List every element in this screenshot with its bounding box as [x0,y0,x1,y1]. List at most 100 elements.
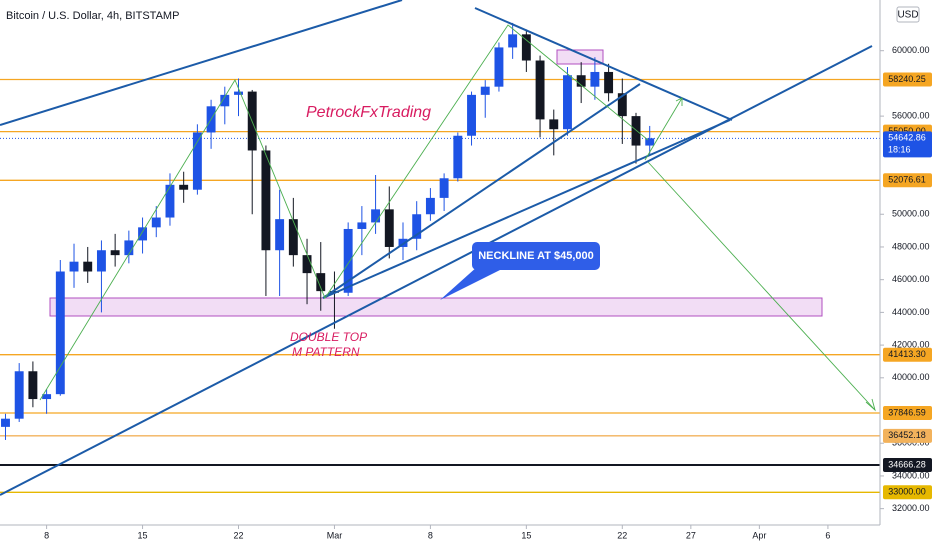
price-tag [883,485,932,500]
price-tag [883,72,932,87]
watermark: PetrockFxTrading [306,104,431,121]
x-tick-label: Apr [752,530,766,540]
x-tick-label: 15 [521,530,531,540]
candle-body [343,228,353,293]
candle-body [55,271,65,395]
axis-labels: 60000.00 56000.00 50000.00 48000.00 46000.00… [44,45,929,540]
price-tag-label: 37846.59 [888,407,926,417]
y-tick-label: 40000.00 [892,372,930,382]
candle-body [425,197,435,215]
candle-body [288,219,298,256]
top-zone [556,49,604,65]
y-tick-label: 48000.00 [892,241,930,251]
candle-body [165,184,175,218]
candle-body [494,47,504,87]
price-tag [883,406,932,421]
price-tag-label: 33000.00 [888,487,926,497]
pattern-lines [39,24,876,412]
callout [472,242,600,270]
y-tick-label: 44000.00 [892,307,930,317]
price-tag-label: 36452.18 [888,430,926,440]
candle-body [521,34,531,61]
price-tag [883,131,932,158]
arrow-head [675,97,683,106]
y-tick-label: 34000.00 [892,470,930,480]
candle-body [1,418,10,427]
candle-body [590,71,600,87]
price-tag [883,347,932,362]
price-tag-label: 58240.25 [888,74,926,84]
candle-body [576,75,586,87]
price-tag-label: 54642.86 [888,133,926,143]
price-tag-label: 34666.28 [888,459,926,469]
candle-body [316,273,326,292]
candle-body [96,250,106,272]
candle-body [508,34,518,48]
callout-pointer [440,266,500,300]
x-tick-label: Mar [327,530,343,540]
candle-body [234,91,243,95]
wedge-line [322,83,641,299]
candle-body [357,222,367,229]
candle-body [453,135,463,179]
annotation: DOUBLE TOP [290,330,367,344]
currency: USD [897,10,918,21]
candle-body [179,184,189,190]
x-tick-label: 8 [44,530,49,540]
candle-body [83,261,93,272]
callout-text: NECKLINE AT $45,000 [478,250,594,262]
trend-lines [0,0,873,496]
candle-body [617,93,627,117]
chart-title: Bitcoin / U.S. Dollar, 4h, BITSTAMP [6,10,179,22]
candle-body [69,261,79,272]
countdown: 18:16 [888,145,911,155]
price-tag [883,458,932,473]
candle-body [110,250,120,256]
candle-body [261,150,271,251]
candle-body [28,371,38,400]
candle-body [549,119,559,130]
candle-body [192,132,202,190]
x-tick-label: 22 [233,530,243,540]
y-tick-label: 50000.00 [892,209,930,219]
arrow-head [865,398,876,412]
candle-body [220,94,230,107]
candle-body [535,60,545,120]
bounce-arrow [644,97,683,161]
candle-body [151,217,161,228]
candle-body [631,116,641,146]
candle-body [384,209,394,247]
candle-body [480,86,490,95]
y-tick-label: 56000.00 [892,110,930,120]
x-tick-label: 8 [428,530,433,540]
currency-box [896,6,920,23]
y-tick-label: 42000.00 [892,339,930,349]
wedge-line [322,119,731,299]
x-tick-label: 22 [617,530,627,540]
candles [1,22,655,440]
price-tag [883,173,932,188]
x-tick-label: 6 [825,530,830,540]
target-arrow [647,161,876,411]
y-tick-label: 46000.00 [892,274,930,284]
candle-body [604,71,614,94]
candle-body [467,94,476,136]
candle-body [371,209,381,223]
candle-body [412,214,422,239]
channel-line [0,0,403,126]
candle-body [302,255,312,274]
resistance-line [474,7,733,121]
x-tick-label: 15 [138,530,148,540]
candle-body [138,227,148,241]
price-tag-label: 55050.00 [888,126,926,136]
neckline-zone [49,297,823,317]
price-tag-label: 52076.61 [888,175,926,185]
candle-body [124,240,134,256]
x-tick-label: 27 [686,530,696,540]
annotation: M PATTERN [292,345,360,359]
candle-body [14,371,24,419]
candle-body [563,75,572,130]
